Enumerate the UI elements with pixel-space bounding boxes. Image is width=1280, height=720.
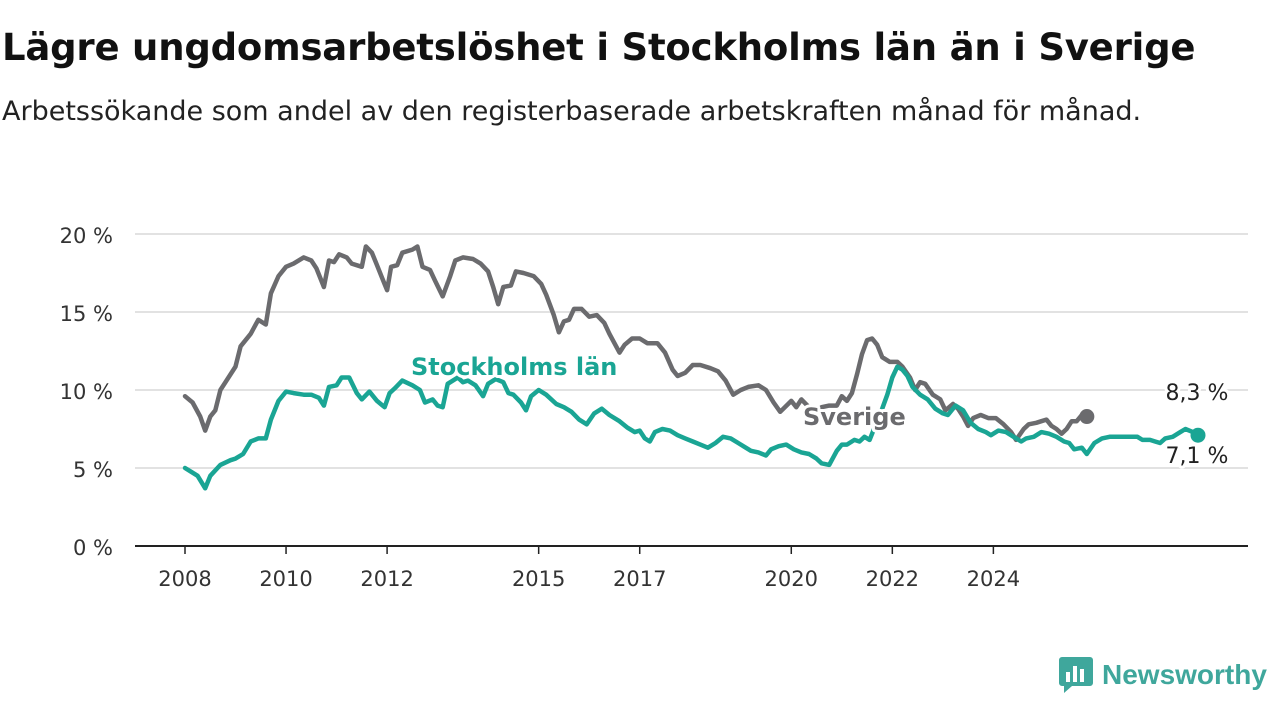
- x-tick-label: 2020: [765, 567, 818, 591]
- gridlines: [135, 233, 1248, 469]
- x-tick-label: 2017: [613, 567, 666, 591]
- x-tick-label: 2012: [360, 567, 413, 591]
- y-axis-ticks: 0 % 5 % 10 % 15 % 20 %: [60, 224, 113, 560]
- x-tick-label: 2008: [158, 567, 211, 591]
- y-tick-label: 0 %: [73, 536, 113, 560]
- x-tick-label: 2015: [512, 567, 565, 591]
- x-tick-label: 2024: [967, 567, 1020, 591]
- chart-subtitle: Arbetssökande som andel av den registerb…: [2, 96, 1142, 127]
- end-label-stockholms-lan: 7,1 %: [1166, 444, 1229, 469]
- brand-logo: Newsworthy: [1058, 653, 1267, 697]
- series-line-sverige: [182, 244, 1090, 443]
- end-point-stockholms-lan: [1190, 427, 1206, 443]
- y-tick-label: 20 %: [60, 224, 113, 248]
- y-tick-label: 10 %: [60, 380, 113, 404]
- y-tick-label: 5 %: [73, 458, 113, 482]
- series-line-stockholms-lan: [182, 364, 1201, 491]
- newsworthy-logo-icon: [1059, 657, 1093, 693]
- series-lines: [182, 244, 1206, 491]
- brand-name: Newsworthy: [1102, 659, 1267, 690]
- y-tick-label: 15 %: [60, 302, 113, 326]
- x-axis: 2008 2010 2012 2015 2017 2020 2022 2024: [135, 545, 1248, 591]
- x-tick-label: 2010: [259, 567, 312, 591]
- end-point-sverige: [1079, 409, 1095, 425]
- series-label-sverige: Sverige: [803, 403, 906, 431]
- series-label-stockholms-lan: Stockholms län: [411, 353, 617, 381]
- annotations: 8,3 % 7,1 % Stockholms län Sverige: [408, 350, 1231, 472]
- end-label-sverige: 8,3 %: [1166, 381, 1229, 406]
- chart-title: Lägre ungdomsarbetslöshet i Stockholms l…: [2, 26, 1196, 69]
- x-tick-label: 2022: [866, 567, 919, 591]
